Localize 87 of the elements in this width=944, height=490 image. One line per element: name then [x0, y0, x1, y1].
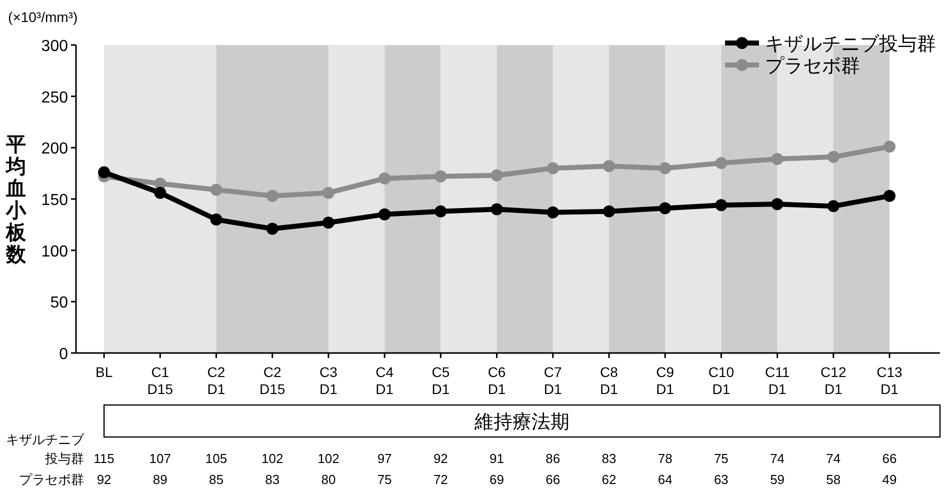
- x-tick-label: C9 D1: [656, 364, 674, 397]
- point: [434, 170, 447, 182]
- point: [827, 200, 840, 212]
- x-tick-label: C3 D1: [320, 364, 338, 397]
- point: [602, 205, 615, 218]
- point: [771, 198, 784, 210]
- point: [546, 162, 559, 174]
- point: [322, 186, 334, 199]
- point: [434, 205, 447, 218]
- x-tick-label: BL: [95, 364, 113, 380]
- text: 74: [826, 451, 841, 466]
- text: 49: [882, 472, 897, 487]
- text: 83: [265, 472, 280, 487]
- legend-label: キザルチニブ投与群: [765, 34, 936, 55]
- y-tick-label: 0: [59, 346, 68, 363]
- text: キザルチニブ投与群: [6, 432, 85, 466]
- point: [884, 140, 896, 153]
- x-tick-label: C12 D1: [820, 364, 846, 397]
- text: 83: [602, 451, 616, 466]
- text: 91: [490, 451, 504, 466]
- y-tick-label: 150: [41, 192, 68, 209]
- chart-subtitle: (×10³/mm³): [8, 9, 78, 25]
- text: プラセボ群: [19, 472, 84, 487]
- text: 115: [94, 451, 114, 466]
- point: [546, 206, 559, 218]
- text: 92: [433, 451, 448, 466]
- y-tick-label: 100: [41, 243, 68, 260]
- point: [266, 190, 278, 202]
- x-tick-label: C7 D1: [544, 364, 562, 397]
- x-tick-label: C4 D1: [376, 364, 394, 397]
- x-tick-label: C10 D1: [708, 364, 734, 397]
- point: [378, 172, 391, 184]
- x-tick-label: C2 D15: [260, 364, 286, 397]
- text: 78: [658, 451, 672, 466]
- point: [378, 208, 391, 220]
- x-tick-label: C6 D1: [488, 364, 506, 397]
- y-axis-title: 平均血小板数: [5, 134, 27, 266]
- point: [210, 184, 222, 196]
- text: 107: [149, 451, 172, 466]
- text: 62: [602, 472, 616, 487]
- point: [771, 152, 784, 165]
- text: 85: [209, 472, 224, 487]
- text: 97: [377, 451, 392, 466]
- y-tick-label: 50: [50, 294, 68, 312]
- point: [715, 157, 728, 170]
- text: 89: [152, 472, 168, 487]
- point: [659, 162, 672, 174]
- text: 102: [318, 451, 340, 466]
- point: [602, 160, 615, 172]
- text: 64: [658, 472, 672, 487]
- text: 69: [490, 472, 504, 487]
- text: 80: [321, 472, 336, 487]
- text: 105: [205, 451, 228, 466]
- x-tick-label: C5 D1: [432, 364, 450, 397]
- text: 66: [882, 451, 897, 466]
- y-tick-label: 300: [41, 38, 68, 55]
- text: 66: [546, 472, 560, 487]
- x-tick-label: C1 D15: [147, 364, 174, 397]
- point: [490, 203, 503, 216]
- point: [659, 202, 672, 214]
- y-tick-label: 250: [41, 89, 68, 106]
- point: [154, 186, 166, 199]
- x-tick-label: C2 D1: [207, 364, 226, 397]
- text: 72: [433, 472, 448, 487]
- text: 59: [770, 472, 785, 487]
- x-tick-label: C13 D1: [876, 364, 903, 397]
- point: [322, 216, 334, 229]
- text: 維持療法期: [474, 411, 570, 433]
- text: 75: [714, 451, 728, 466]
- point: [827, 150, 840, 163]
- x-tick-label: C8 D1: [600, 364, 618, 397]
- text: 92: [96, 472, 112, 487]
- x-tick-label: C11 D1: [764, 364, 790, 397]
- point: [884, 190, 896, 202]
- text: 86: [546, 451, 560, 466]
- text: 75: [377, 472, 392, 487]
- point: [490, 169, 503, 182]
- point: [98, 166, 110, 178]
- text: 58: [826, 472, 841, 487]
- text: 102: [262, 451, 284, 466]
- text: 74: [770, 451, 785, 466]
- point: [715, 199, 728, 212]
- point: [266, 222, 278, 235]
- text: 63: [714, 472, 728, 487]
- y-tick-label: 200: [41, 140, 68, 158]
- point: [210, 214, 222, 226]
- legend-label: プラセボ群: [765, 56, 860, 77]
